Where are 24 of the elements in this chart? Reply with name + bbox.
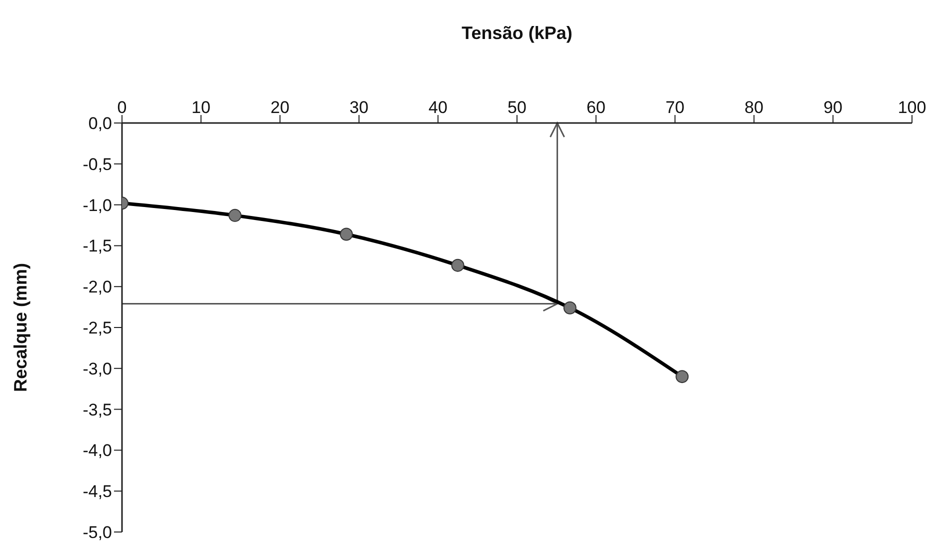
y-tick-label: -1,5 bbox=[82, 236, 112, 256]
x-tick-label: 100 bbox=[898, 98, 926, 117]
x-tick-label: 30 bbox=[350, 98, 368, 117]
x-tick-label: 60 bbox=[586, 98, 606, 117]
x-tick-label: 70 bbox=[666, 98, 684, 117]
x-axis-title: Tensão (kPa) bbox=[462, 22, 572, 43]
y-tick-label: -5,0 bbox=[82, 523, 112, 542]
y-tick-label: -3,0 bbox=[82, 359, 112, 378]
x-tick-label: 10 bbox=[192, 98, 210, 117]
y-tick-label: -3,5 bbox=[82, 400, 112, 420]
y-tick-label: -2,0 bbox=[82, 278, 112, 297]
y-tick-label: 0,0 bbox=[88, 114, 112, 134]
x-tick-label: 0 bbox=[117, 98, 127, 117]
x-tick-label: 40 bbox=[428, 98, 448, 117]
x-tick-label: 80 bbox=[744, 98, 764, 117]
y-tick-label: -1,0 bbox=[82, 196, 112, 215]
y-tick-label: -2,5 bbox=[82, 318, 112, 338]
x-tick-label: 90 bbox=[824, 98, 842, 117]
y-tick-label: -4,5 bbox=[82, 482, 112, 502]
y-tick-label: -0,5 bbox=[82, 154, 112, 174]
y-axis-title: Recalque (mm) bbox=[10, 262, 30, 392]
x-tick-label: 50 bbox=[508, 98, 526, 117]
y-tick-label: -4,0 bbox=[82, 441, 112, 460]
x-tick-label: 20 bbox=[270, 98, 290, 117]
